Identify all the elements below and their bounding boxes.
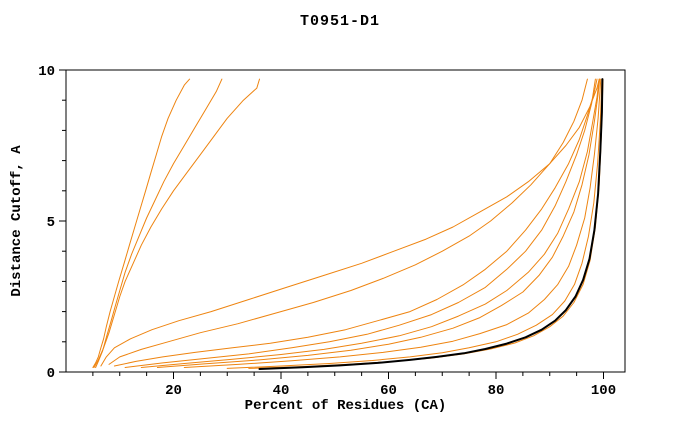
series-model-05 (108, 78, 588, 365)
plot-title: T0951-D1 (299, 13, 380, 30)
plot-frame (65, 69, 626, 373)
series-model-02 (95, 78, 223, 368)
series-model-04 (100, 78, 600, 367)
x-tick-label: 100 (591, 383, 616, 399)
series-model-10 (183, 78, 602, 368)
x-tick-label: 20 (165, 383, 182, 399)
x-tick-label: 80 (488, 383, 505, 399)
series-model-07 (124, 78, 596, 368)
y-tick-label: 0 (47, 366, 55, 382)
y-tick-label: 5 (47, 215, 55, 231)
series-model-01 (92, 78, 191, 368)
series-reference-model (258, 78, 604, 370)
series-model-11 (226, 78, 603, 369)
x-tick-label: 60 (380, 383, 397, 399)
y-tick-label: 10 (38, 64, 55, 80)
series-model-08 (140, 78, 600, 368)
series-model-03 (93, 78, 260, 368)
x-tick-label: 40 (273, 383, 290, 399)
x-axis-label: Percent of Residues (CA) (244, 398, 447, 414)
series-model-06 (113, 78, 598, 367)
series-model-09 (156, 78, 601, 368)
